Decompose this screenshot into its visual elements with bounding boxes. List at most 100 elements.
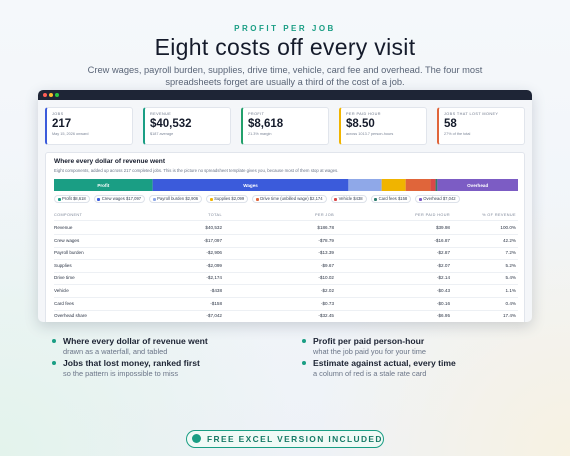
app-window: JOBS 217 May 15, 2026 onward REVENUE $40,532… xyxy=(38,90,532,322)
table-cell: 42.2% xyxy=(502,237,516,243)
chip-value: $8,618 xyxy=(72,196,86,201)
subheadline: Crew wages, payroll burden, supplies, dr… xyxy=(87,65,483,87)
bar-label: Profit xyxy=(97,183,109,188)
kpi-value: $8,618 xyxy=(248,118,284,130)
cta-button[interactable]: FREE EXCEL VERSION INCLUDED xyxy=(186,430,384,448)
legend-chip: Card fees $158 xyxy=(370,195,412,203)
chip-value: $158 xyxy=(397,196,408,201)
row-label: Revenue xyxy=(54,225,73,230)
legend-chip: Profit $8,618 xyxy=(54,195,90,203)
kpi-value: $8.50 xyxy=(346,118,375,130)
table-cell: -$0.16 xyxy=(436,300,450,306)
kpi-value: 58 xyxy=(444,118,457,130)
window-dot xyxy=(55,93,59,97)
chip-value: $2,099 xyxy=(231,196,245,201)
chip-swatch xyxy=(209,197,213,201)
chip-swatch xyxy=(374,197,378,201)
kpi-value: $40,532 xyxy=(150,118,192,130)
kpi-cards: JOBS 217 May 15, 2026 onward REVENUE $40,532… xyxy=(45,107,525,147)
legend-chip: Payroll burden $2,906 xyxy=(149,195,203,203)
eyebrow: PROFIT PER JOB xyxy=(234,24,336,33)
bar-segment xyxy=(405,179,431,191)
kpi-value: 217 xyxy=(52,118,72,130)
row-divider xyxy=(54,259,518,261)
bar-segment xyxy=(430,179,436,191)
table-cell: -$9.67 xyxy=(320,262,334,268)
row-divider xyxy=(54,284,518,286)
row-divider xyxy=(54,234,518,235)
chip-label: Drive time (unbilled wage) xyxy=(260,196,309,201)
window-bar xyxy=(38,90,532,100)
chip-label: Overhead xyxy=(423,196,442,201)
feature-text: what the job paid you for your time xyxy=(313,347,426,356)
row-divider xyxy=(54,220,518,221)
bar-label: Overhead xyxy=(467,183,488,188)
table-cell: -$10.02 xyxy=(318,275,334,281)
table-cell: 5.2% xyxy=(505,262,516,268)
table-cell: -$78.79 xyxy=(318,237,334,243)
legend-chip: Vehicle $438 xyxy=(330,195,367,203)
row-divider xyxy=(54,309,518,311)
table-cell: -$0.43 xyxy=(436,288,450,293)
table-cell: 5.4% xyxy=(505,275,516,281)
feature-text: so the pattern is impossible to miss xyxy=(63,369,179,378)
chip-value: $7,042 xyxy=(442,196,456,201)
bar-segment xyxy=(437,179,518,191)
table-cell: -$158 xyxy=(210,300,222,306)
chip-value: $2,906 xyxy=(185,196,199,201)
bullet xyxy=(302,339,306,343)
chip-label: Profit xyxy=(62,196,72,201)
kpi-label: PER PAID HOUR xyxy=(346,112,381,116)
bar-segment xyxy=(435,179,438,191)
row-label: Card fees xyxy=(54,300,74,306)
row-label: Payroll burden xyxy=(54,250,84,256)
table-cell: 1.1% xyxy=(505,288,516,293)
chip-swatch xyxy=(152,197,156,201)
chip-swatch xyxy=(57,197,61,201)
column-header: PER PAID HOUR xyxy=(415,213,450,217)
kpi-sub: $187 average xyxy=(150,132,174,136)
table-cell: -$2.02 xyxy=(320,288,334,293)
table-cell: -$2,906 xyxy=(206,250,222,256)
row-label: Vehicle xyxy=(54,288,69,293)
row-divider xyxy=(54,271,518,273)
chip-swatch xyxy=(255,197,259,201)
table-cell: -$13.39 xyxy=(318,250,334,256)
table-cell: 17.4% xyxy=(502,313,516,319)
bullet xyxy=(52,361,56,365)
chip-swatch xyxy=(418,197,422,201)
kpi-sub: 27% of the total xyxy=(444,132,471,136)
row-divider xyxy=(54,297,518,298)
table-cell: -$7,042 xyxy=(206,313,222,319)
kpi-sub: 21.3% margin xyxy=(248,132,272,136)
chip-label: Supplies xyxy=(214,196,231,201)
revenue-bar: Profit Wages Overhead xyxy=(54,179,518,191)
window-dot xyxy=(49,93,53,97)
feature-title: Estimate against actual, every time xyxy=(313,358,456,368)
feature-title: Jobs that lost money, ranked first xyxy=(63,358,200,368)
table-cell: -$2,174 xyxy=(206,275,222,281)
bullet xyxy=(52,339,56,343)
column-header: PER JOB xyxy=(314,213,334,217)
feature-text: a column of red is a stale rate card xyxy=(313,369,427,378)
table-cell: -$2,099 xyxy=(206,262,222,268)
kpi-sub: across 1013.7 person-hours xyxy=(346,132,394,136)
panel-title: Where every dollar of revenue went xyxy=(54,158,166,165)
chip-value: $438 xyxy=(353,196,363,201)
table-cell: -$16.87 xyxy=(434,237,450,243)
row-label: Overhead share xyxy=(54,313,87,319)
table-cell: -$0.73 xyxy=(320,300,334,306)
kpi-label: REVENUE xyxy=(150,112,172,116)
bullet xyxy=(302,361,306,365)
legend-chip: Drive time (unbilled wage) $2,174 xyxy=(252,195,327,203)
chip-swatch xyxy=(334,197,338,201)
row-label: Drive time xyxy=(54,275,75,281)
table-cell: -$438 xyxy=(210,288,222,293)
table-cell: $40,532 xyxy=(205,225,222,230)
kpi-sub: May 15, 2026 onward xyxy=(52,132,89,136)
chip-value: $2,174 xyxy=(309,196,323,201)
kpi-card: PROFIT $8,618 21.3% margin xyxy=(241,107,329,145)
legend-chip: Supplies $2,099 xyxy=(206,195,249,203)
row-label: Supplies xyxy=(54,262,72,268)
